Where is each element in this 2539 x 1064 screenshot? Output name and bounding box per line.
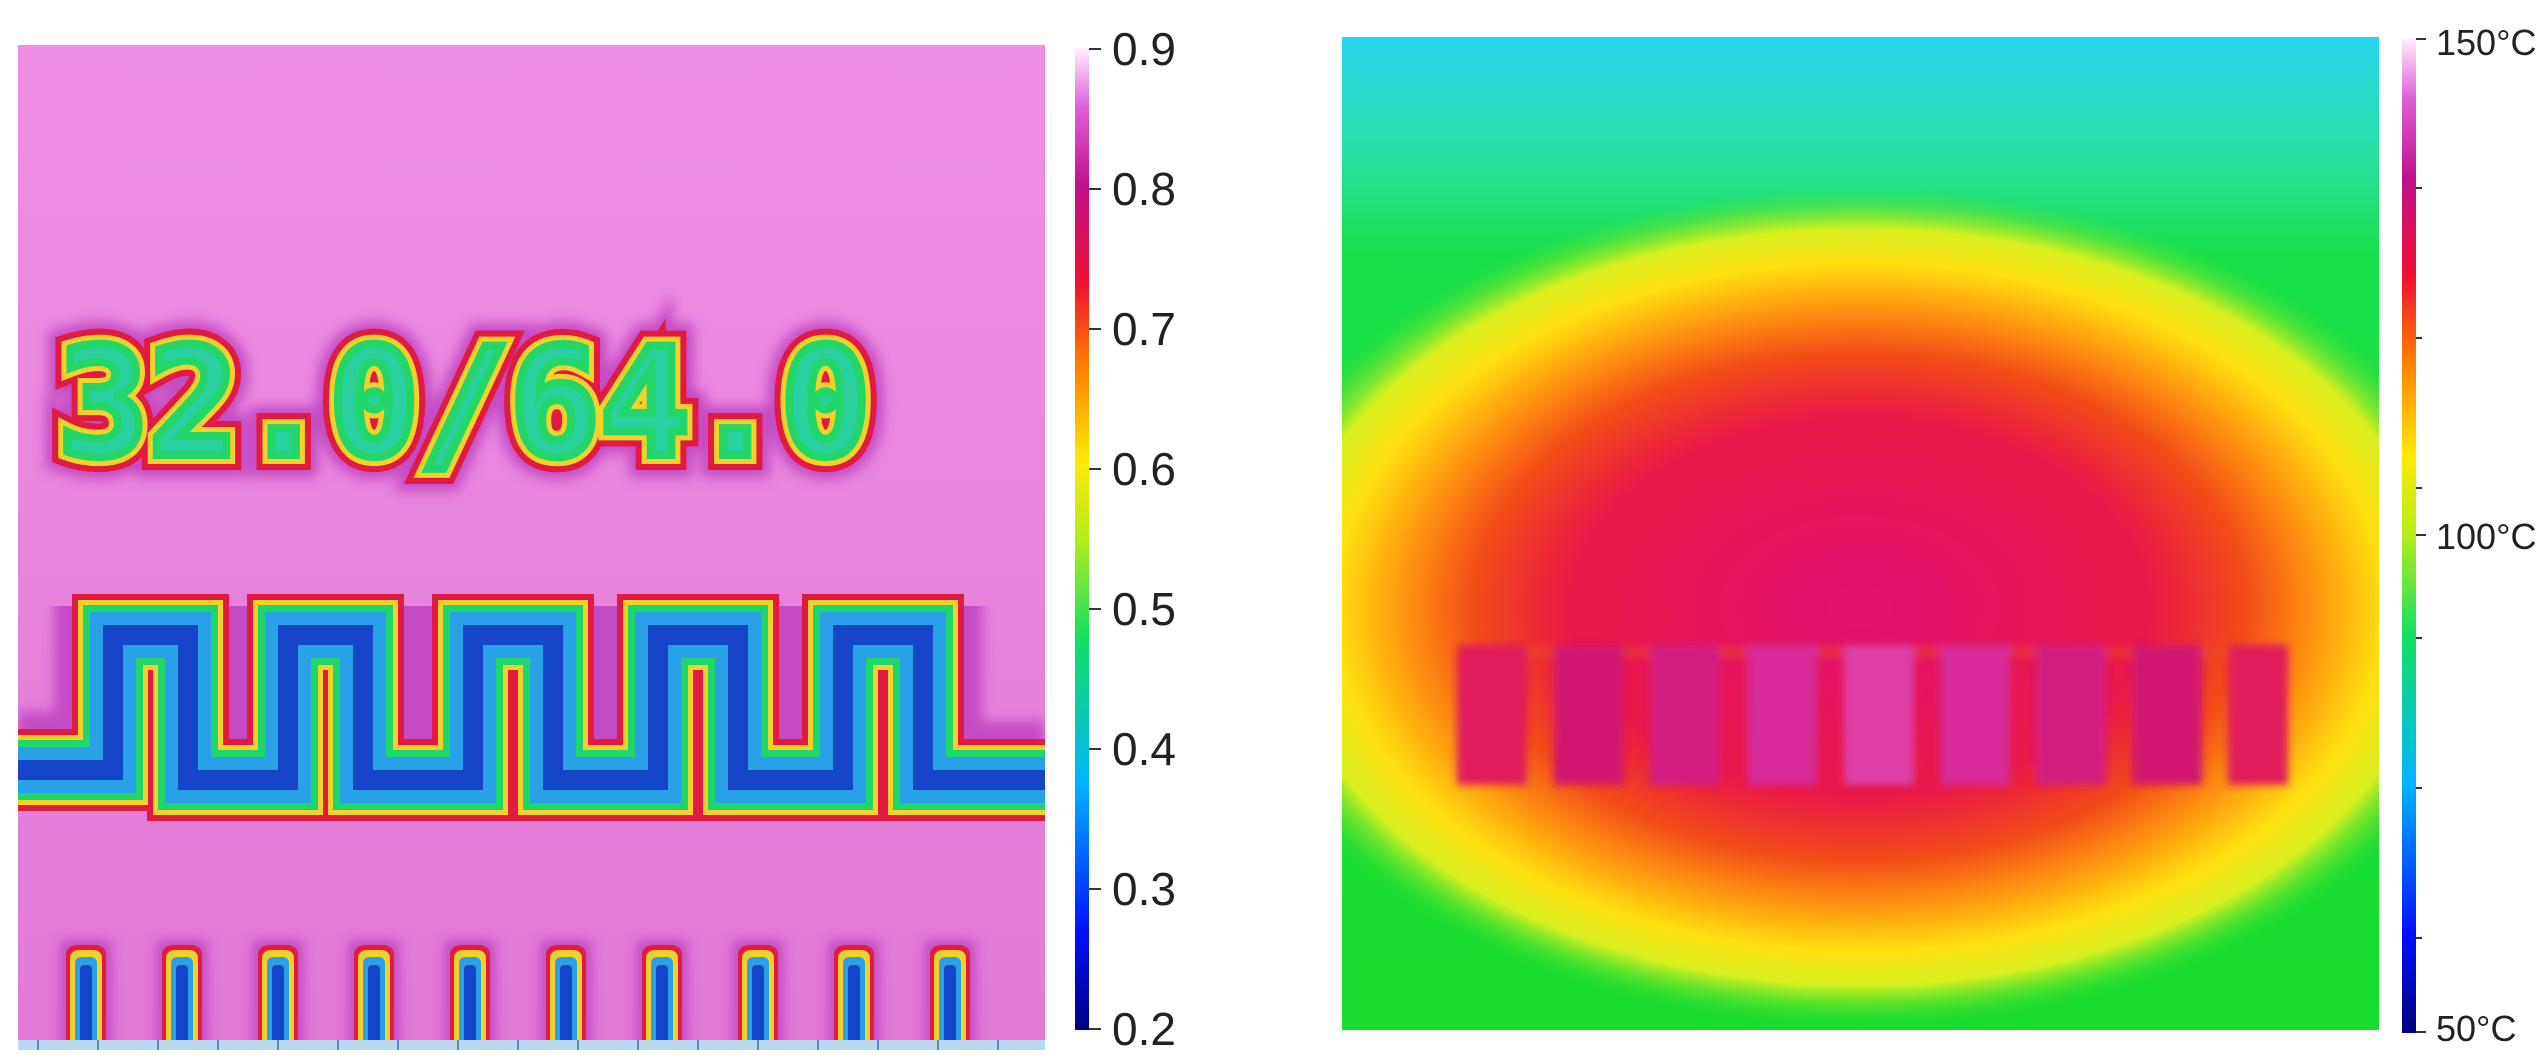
- left-tick-label: 0.3: [1112, 863, 1176, 915]
- right-tick-label-mid: 100°C: [2436, 516, 2537, 557]
- heater-elements: [1457, 645, 2288, 785]
- left-colorbar: [1075, 48, 1101, 1030]
- left-tick-label: 0.8: [1112, 163, 1176, 215]
- right-colorbar: [2402, 38, 2426, 1033]
- left-tick-label: 0.4: [1112, 723, 1176, 775]
- left-tick-label: 0.2: [1112, 1003, 1176, 1055]
- left-emissivity-map: 32.0/64.0 32.0/64.0 32.0/64.0 32.0/64.0: [18, 45, 1045, 1050]
- left-tick-label: 0.9: [1112, 23, 1176, 75]
- right-tick-label-max: 150°C: [2436, 22, 2537, 63]
- overlay-text-group: 32.0/64.0 32.0/64.0 32.0/64.0 32.0/64.0: [36, 295, 893, 513]
- hot-zone: [1342, 187, 2379, 1027]
- right-tick-label-min: 50°C: [2436, 1008, 2517, 1049]
- svg-text:32.0/64.0: 32.0/64.0: [58, 317, 871, 491]
- left-tick-label: 0.5: [1112, 583, 1176, 635]
- left-tick-label: 0.6: [1112, 443, 1176, 495]
- right-panel: 150°C 100°C 50°C: [1300, 0, 2539, 1064]
- svg-text:32.0/64.0: 32.0/64.0: [58, 317, 871, 491]
- svg-text:32.0/64.0: 32.0/64.0: [58, 317, 871, 491]
- comb-pattern: [60, 940, 976, 1050]
- ruler-strip: [18, 1040, 1045, 1050]
- left-panel: 32.0/64.0 32.0/64.0 32.0/64.0 32.0/64.0: [0, 0, 1176, 1064]
- square-wave-pattern: [18, 576, 1045, 839]
- overlay-text: 32.0/64.0: [58, 317, 871, 491]
- left-tick-label: 0.7: [1112, 303, 1176, 355]
- right-thermal-map: [1342, 37, 2379, 1030]
